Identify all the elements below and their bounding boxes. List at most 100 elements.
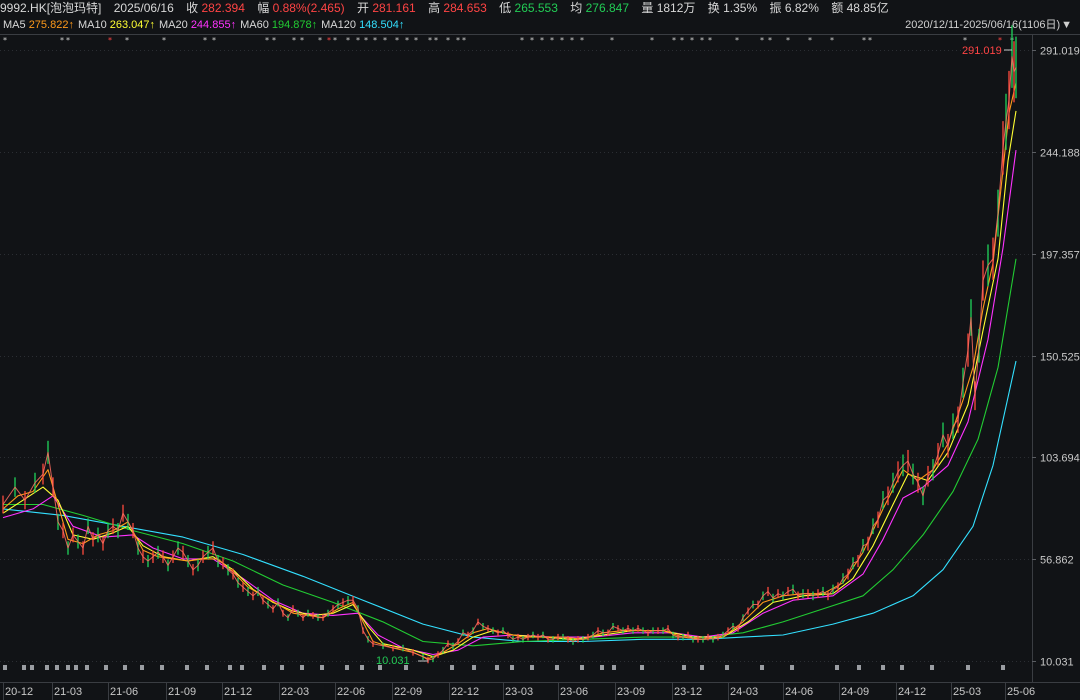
event-marker-r-icon — [495, 665, 499, 670]
event-marker-r-icon — [600, 665, 604, 670]
vol-label: 量 — [641, 1, 654, 15]
ma-legend-value: 263.047↑ — [109, 19, 156, 31]
event-star-icon: * — [570, 36, 574, 45]
event-star-icon: * — [162, 36, 166, 45]
series-line-price — [2, 56, 1017, 661]
x-tick-label: 23-06 — [560, 686, 588, 698]
swing-value: 6.82% — [784, 1, 819, 15]
event-star-icon: * — [356, 36, 360, 45]
event-star-icon: * — [580, 36, 584, 45]
quote-date: 2025/06/16 — [113, 1, 174, 15]
quote-header: 9992.HK[泡泡玛特] 2025/06/16 收 282.394 幅 0.8… — [0, 0, 1080, 17]
event-marker-r-icon — [857, 665, 861, 670]
y-tick-label: 10.031 — [1040, 657, 1074, 669]
event-marker-r-icon — [900, 665, 904, 670]
x-tick-label: 22-09 — [394, 686, 422, 698]
event-star-icon: * — [672, 36, 676, 45]
event-star-icon: * — [428, 36, 432, 45]
event-star-icon: * — [560, 36, 564, 45]
turnover-label: 换 — [707, 1, 720, 15]
amount-label: 额 — [831, 1, 844, 15]
x-tick-label: 23-12 — [674, 686, 702, 698]
event-marker-r-icon — [280, 665, 284, 670]
event-star-icon: * — [265, 36, 269, 45]
event-star-icon: * — [318, 36, 322, 45]
event-marker-r-icon — [360, 665, 364, 670]
x-tick-label: 24-03 — [730, 686, 758, 698]
ma-legend-label: MA20 — [159, 19, 191, 31]
avg-value: 276.847 — [585, 1, 629, 15]
amount-value: 48.85亿 — [846, 1, 889, 15]
event-marker-r-icon — [530, 665, 534, 670]
date-range[interactable]: 2020/12/11-2025/06/16(1106日)▼ — [905, 17, 1072, 34]
event-star-icon: * — [203, 36, 207, 45]
y-axis: 291.019 244.188 197.357 150.525 103.694 56.86… — [1040, 46, 1080, 669]
avg-label: 均 — [570, 1, 583, 15]
event-star-icon: * — [212, 36, 216, 45]
event-star-icon: * — [700, 36, 704, 45]
event-star-icon: * — [735, 36, 739, 45]
event-marker-r-icon — [555, 665, 559, 670]
event-star-icon: * — [108, 36, 112, 45]
event-marker-r-icon — [320, 665, 324, 670]
event-star-icon: * — [373, 36, 377, 45]
event-star-icon: * — [333, 36, 337, 45]
event-star-icon: * — [540, 36, 544, 45]
event-star-icon: * — [650, 36, 654, 45]
high-label: 291.019 — [962, 45, 1002, 57]
event-star-icon: * — [300, 36, 304, 45]
event-marker-r-icon — [790, 665, 794, 670]
x-tick-label: 20-12 — [5, 686, 33, 698]
x-tick-label: 25-03 — [953, 686, 981, 698]
event-marker-r-icon — [640, 665, 644, 670]
low-label: 10.031 — [376, 655, 410, 667]
y-tick-label: 291.019 — [1040, 46, 1080, 58]
event-star-icon: * — [610, 36, 614, 45]
event-marker-r-icon — [55, 665, 59, 670]
y-tick-label: 150.525 — [1040, 352, 1080, 364]
ma-legend-value: 148.504↑ — [359, 19, 405, 31]
amp-value: 0.88%(2.465) — [272, 1, 345, 15]
event-star-icon: * — [520, 36, 524, 45]
turnover-value: 1.35% — [723, 1, 758, 15]
event-marker-r-icon — [240, 665, 244, 670]
chart-annotations: 291.019 10.031 — [376, 45, 1012, 667]
open-label: 开 — [356, 1, 369, 15]
date-range-text: 2020/12/11-2025/06/16(1106日) — [905, 19, 1061, 31]
x-tick-label: 22-03 — [281, 686, 309, 698]
ticker: 9992.HK[泡泡玛特] — [0, 1, 102, 15]
event-marker-r-icon — [3, 665, 7, 670]
close-label: 收 — [186, 1, 199, 15]
event-star-icon: * — [383, 36, 387, 45]
ma-legend-label: MA60 — [240, 19, 272, 31]
event-marker-r-icon — [472, 665, 476, 670]
dropdown-triangle-icon[interactable]: ▼ — [1061, 19, 1072, 31]
event-marker-r-icon — [1001, 665, 1005, 670]
event-star-icon: * — [346, 36, 350, 45]
event-star-icon: * — [66, 36, 70, 45]
event-star-icon: * — [272, 36, 276, 45]
y-tick-label: 103.694 — [1040, 453, 1080, 465]
event-star-icon: * — [434, 36, 438, 45]
event-star-icon: * — [786, 36, 790, 45]
x-tick-label: 24-09 — [841, 686, 869, 698]
x-tick-label: 22-12 — [451, 686, 479, 698]
event-marker-r-icon — [140, 665, 144, 670]
event-star-icon: * — [327, 36, 331, 45]
x-tick-label: 24-12 — [898, 686, 926, 698]
y-tick-label: 197.357 — [1040, 250, 1080, 262]
event-star-icon: * — [364, 36, 368, 45]
ma-legend-value: 244.855↑ — [190, 19, 237, 31]
x-tick-label: 21-06 — [110, 686, 138, 698]
event-star-icon: * — [963, 36, 967, 45]
event-marker-r-icon — [930, 665, 934, 670]
event-star-icon: * — [998, 36, 1002, 45]
swing-label: 振 — [769, 1, 782, 15]
ma-legend-value: 194.878↑ — [271, 19, 318, 31]
chart-grid — [0, 34, 1080, 700]
event-marker-r-icon — [725, 665, 729, 670]
high-value: 284.653 — [443, 1, 487, 15]
ma-legend: MA5 275.822↑ MA10 263.047↑ MA20 244.855↑ MA… — [3, 17, 603, 34]
x-tick-label: 25-06 — [1007, 686, 1035, 698]
